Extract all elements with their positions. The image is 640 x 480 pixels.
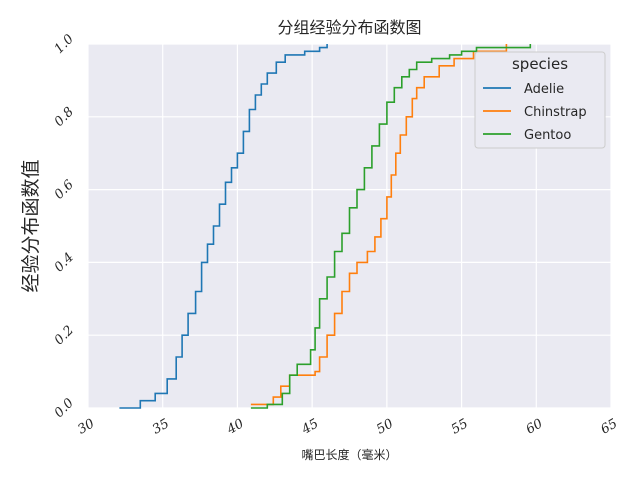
- legend-label-gentoo: Gentoo: [524, 128, 571, 143]
- series-line-gentoo: [250, 44, 532, 409]
- series-line-chinstrap: [250, 44, 508, 406]
- y-axis-label: 经验分布函数值: [20, 159, 42, 292]
- x-tick-label: 35: [150, 416, 172, 437]
- x-tick-label: 50: [374, 416, 396, 437]
- series-line-adelie: [119, 44, 328, 409]
- x-axis-label: 嘴巴长度（毫米）: [301, 447, 397, 462]
- legend-title: species: [512, 55, 568, 73]
- x-tick-label: 60: [524, 416, 546, 437]
- legend-label-chinstrap: Chinstrap: [524, 105, 587, 120]
- x-tick-label: 30: [75, 416, 97, 437]
- legend: species Adelie Chinstrap Gentoo: [474, 51, 606, 149]
- legend-label-adelie: Adelie: [524, 82, 564, 97]
- x-tick-label: 65: [598, 416, 620, 437]
- x-tick-label: 55: [449, 416, 471, 437]
- legend-box: [474, 51, 606, 149]
- chart-title: 分组经验分布函数图: [277, 18, 421, 37]
